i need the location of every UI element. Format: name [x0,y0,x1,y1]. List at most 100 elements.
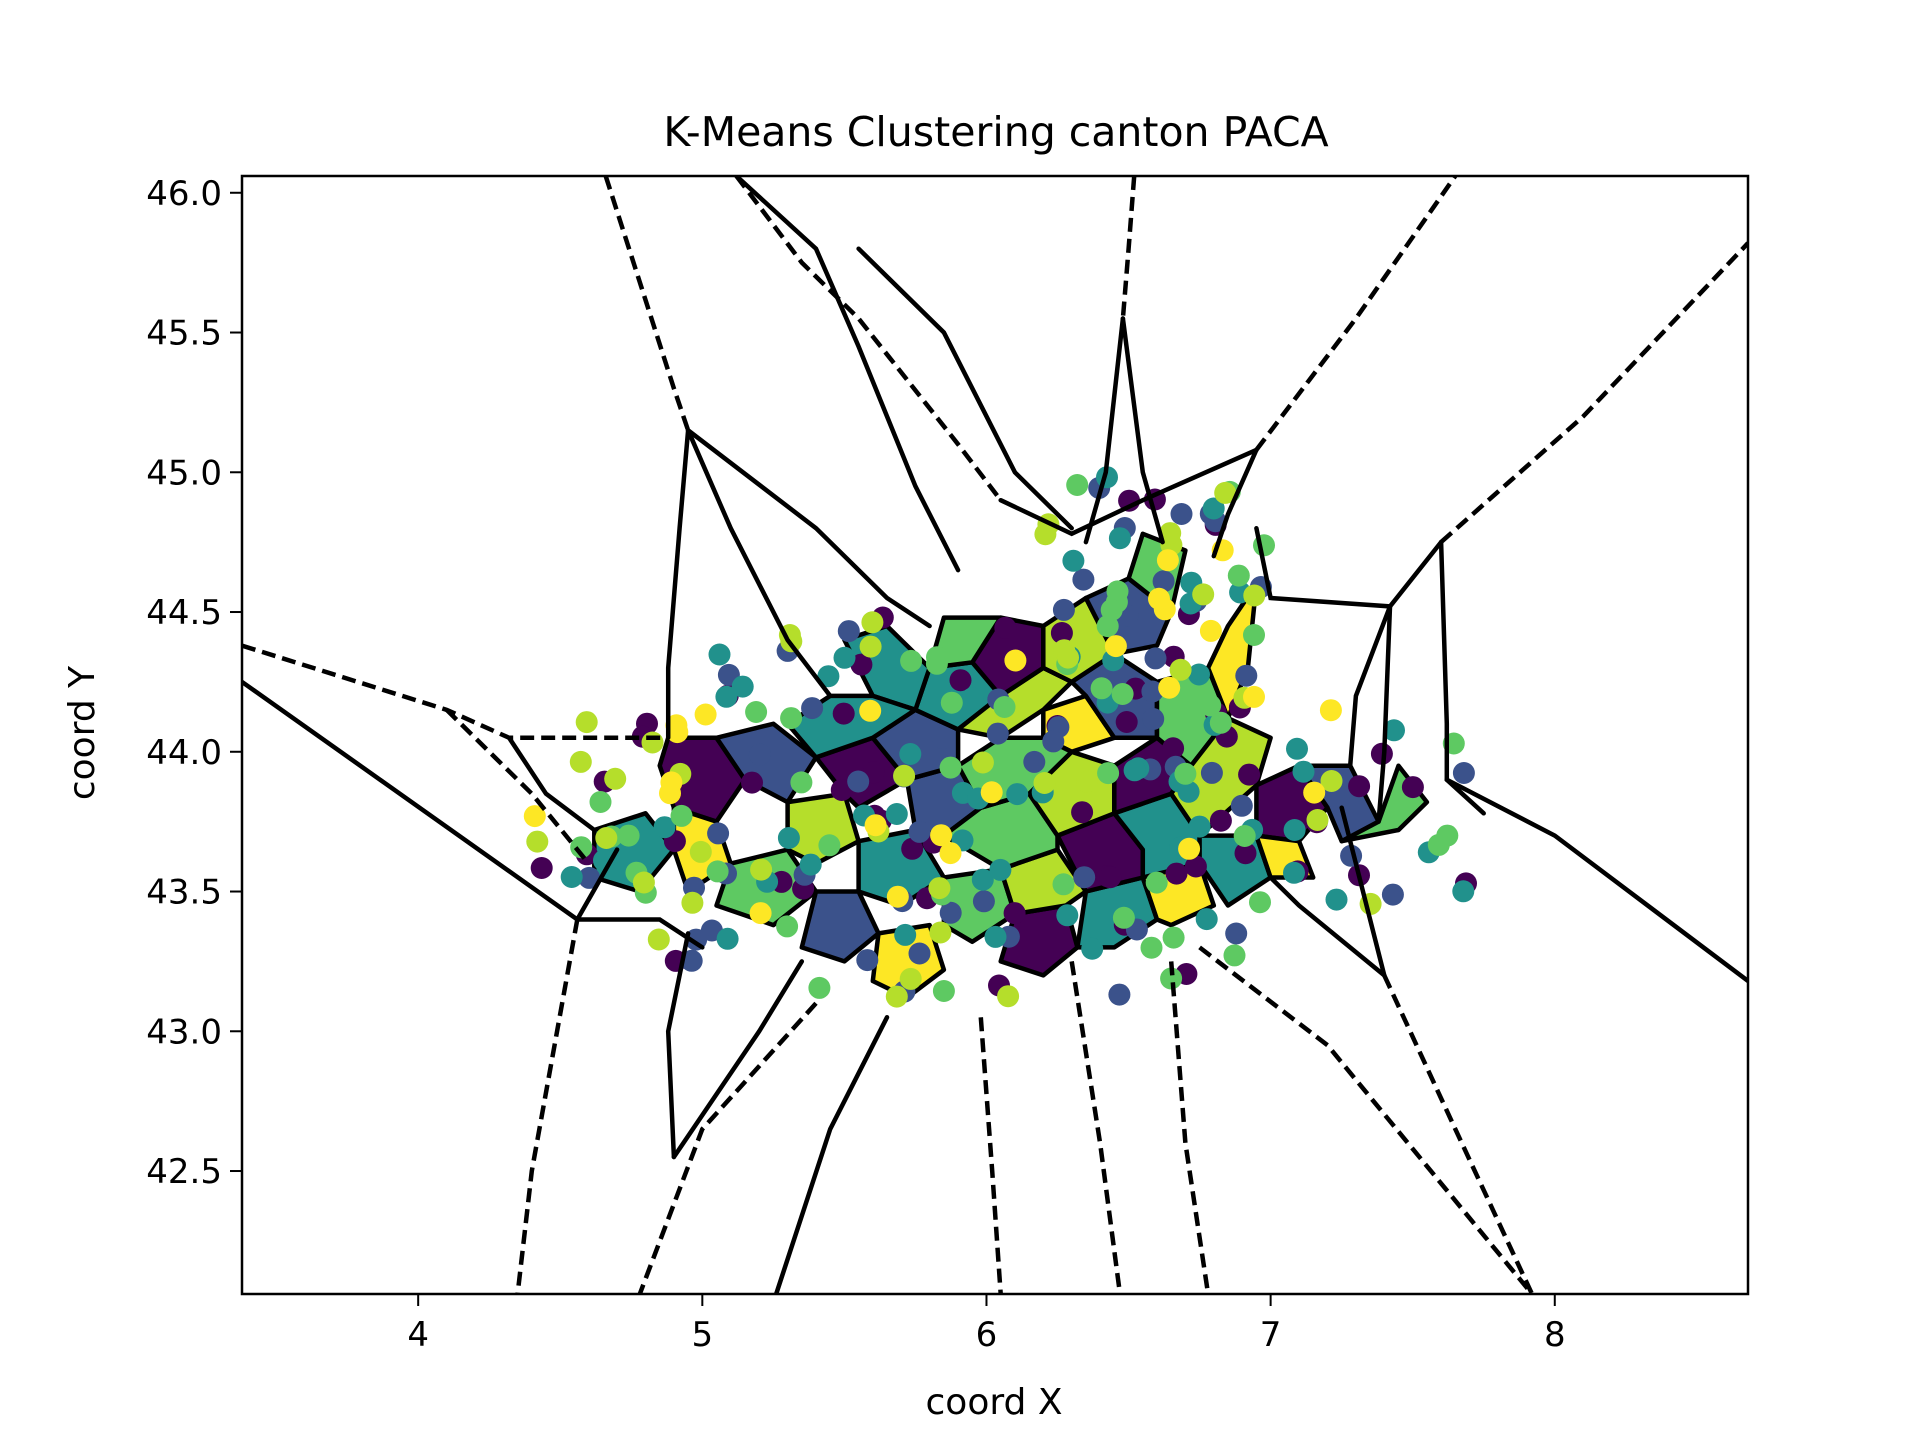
scatter-point [1243,685,1265,708]
scatter-point [745,701,768,723]
scatter-point [931,726,954,749]
scatter-point [971,868,994,891]
scatter-point [526,830,549,853]
scatter-point [1292,760,1315,783]
scatter-point [885,985,908,1008]
scatter-point [1286,737,1308,760]
scatter-point [1148,587,1170,610]
voronoi-edge [1444,777,1748,984]
axes-frame [240,174,1750,1296]
voronoi-edge [1211,447,1259,559]
scatter-point [1320,770,1343,792]
scatter-point [1383,719,1405,742]
scatter-points [523,466,1477,1008]
scatter-point [716,927,739,950]
scatter-point [1034,523,1057,546]
scatter-point [929,921,952,944]
scatter-point [1192,583,1215,606]
scatter-point [986,722,1009,745]
scatter-point [939,842,962,865]
scatter-point [777,827,800,849]
scatter-point [901,837,924,860]
scatter-point [1188,815,1211,838]
scatter-point [1178,837,1201,860]
scatter-point [1033,772,1056,794]
scatter-point [1225,922,1248,945]
voronoi-edge [506,735,597,833]
scatter-point [925,652,948,675]
scatter-point [997,985,1020,1008]
scatter-point [604,767,627,790]
voronoi-edge [856,246,1074,531]
scatter-point [1243,584,1266,607]
scatter-point [980,781,1003,804]
scatter-point [1162,737,1185,760]
voronoi-edge [685,428,932,629]
voronoi-edge [1376,604,1393,824]
scatter-point [575,711,598,734]
scatter-point [1106,580,1129,603]
scatter-point [1160,967,1183,990]
scatter-point [861,611,884,634]
scatter-point [641,731,664,754]
y-tick-label: 43.0 [146,1012,222,1052]
scatter-point [1162,926,1185,949]
scatter-point [741,771,763,794]
scatter-point [837,620,860,643]
scatter-point [939,901,962,924]
scatter-point [850,653,873,676]
chart-title: K-Means Clustering canton PACA [663,108,1328,156]
scatter-point [989,858,1012,881]
scatter-point [653,816,676,839]
scatter-point [1050,622,1073,644]
scatter-point [694,703,717,726]
scatter-point [706,860,729,883]
voronoi-edge [1438,539,1486,816]
scatter-point [523,805,546,828]
scatter-point [1283,819,1306,841]
scatter-point [1306,809,1329,831]
y-tick-label: 44.0 [146,733,222,773]
y-tick-label: 46.0 [146,174,222,214]
scatter-point [570,836,593,859]
scatter-point [689,840,712,863]
y-tick-label: 43.5 [146,873,222,913]
scatter-point [715,685,738,708]
scatter-point [1381,883,1404,906]
x-tick-label: 4 [407,1315,429,1355]
scatter-point [1199,694,1222,717]
scatter-point [776,915,799,938]
voronoi-edge [1254,525,1444,609]
voronoi-infinite-ridge [978,1017,1003,1294]
scatter-point [908,942,931,965]
scatter-point [1199,619,1222,642]
scatter-point [1141,680,1164,703]
scatter-point [1052,873,1075,896]
voronoi-edge [671,959,805,1160]
scatter-point [1004,649,1027,672]
scatter-point [780,707,803,730]
scatter-point [1249,891,1271,914]
scatter-point [833,646,856,669]
scatter-point [1076,770,1098,793]
x-axis-label: coord X [926,1382,1063,1423]
scatter-point [1111,683,1134,705]
scatter-point [1115,711,1138,733]
scatter-point [790,771,813,794]
voronoi-cell [870,922,947,1000]
scatter-point [1234,842,1257,865]
voronoi-infinite-ridge [603,176,691,432]
scatter-point [670,804,693,827]
scatter-point [994,616,1017,639]
scatter-point [1156,549,1179,572]
scatter-point [939,756,962,779]
scatter-point [1348,775,1371,798]
scatter-point [893,764,916,787]
scatter-point [589,791,612,813]
scatter-point [972,890,995,913]
scatter-point [1159,522,1182,545]
plot-area [242,176,1748,1294]
voronoi-infinite-ridge [637,1001,818,1294]
scatter-point [847,770,870,793]
y-tick-label: 45.0 [146,453,222,493]
